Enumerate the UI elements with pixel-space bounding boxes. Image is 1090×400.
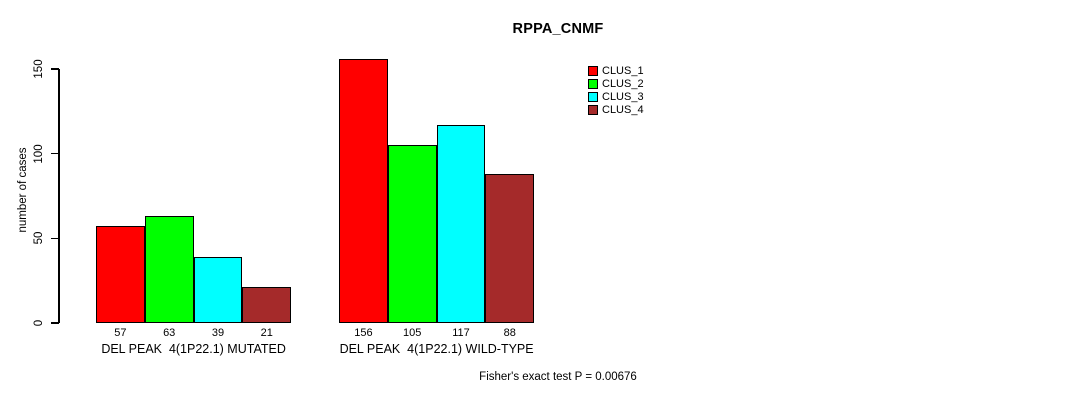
legend-label-clus-2: CLUS_2 [602, 77, 644, 90]
bar-value-label-clus_1-group-2: 156 [354, 327, 373, 339]
y-axis-label: number of cases [17, 147, 29, 233]
bar-clus_1-group-2 [339, 58, 388, 323]
y-tick-150 [51, 68, 59, 70]
y-tick-label-100: 100 [33, 144, 45, 164]
bar-value-label-clus_3-group-2: 117 [452, 327, 470, 339]
legend-item-clus-4: CLUS_4 [588, 103, 644, 116]
category-label-group-2: DEL PEAK 4(1P22.1) WILD-TYPE [339, 342, 534, 356]
legend-swatch-clus-1 [588, 65, 598, 76]
bar-clus_3-group-1 [193, 256, 243, 323]
y-tick-0 [51, 322, 59, 324]
chart-title: RPPA_CNMF [512, 21, 604, 37]
bar-clus_4-group-1 [242, 287, 292, 323]
y-tick-label-150: 150 [33, 59, 45, 79]
legend-item-clus-3: CLUS_3 [588, 90, 644, 103]
y-tick-label-0: 0 [33, 319, 45, 327]
legend-label-clus-3: CLUS_3 [602, 90, 644, 103]
y-tick-50 [51, 237, 59, 240]
bar-value-label-clus_4-group-1: 21 [260, 327, 273, 339]
bar-value-label-clus_1-group-1: 57 [114, 327, 127, 339]
legend: CLUS_1 CLUS_2 CLUS_3 CLUS_4 [588, 64, 644, 116]
y-tick-label-50: 50 [33, 231, 45, 245]
legend-swatch-clus-2 [588, 78, 598, 89]
bar-clus_3-group-2 [436, 124, 486, 323]
bar-clus_1-group-1 [96, 226, 145, 323]
legend-label-clus-1: CLUS_1 [602, 64, 644, 77]
bar-clus_2-group-1 [144, 216, 194, 323]
legend-label-clus-4: CLUS_4 [602, 103, 644, 116]
bar-clus_4-group-2 [485, 173, 535, 323]
legend-item-clus-1: CLUS_1 [588, 64, 644, 77]
bar-value-label-clus_2-group-2: 105 [403, 327, 422, 339]
y-axis-line [58, 69, 60, 323]
bar-value-label-clus_4-group-2: 88 [503, 327, 516, 339]
legend-item-clus-2: CLUS_2 [588, 77, 644, 90]
bar-clus_2-group-2 [387, 145, 437, 323]
bar-value-label-clus_3-group-1: 39 [211, 327, 225, 339]
legend-swatch-clus-4 [588, 104, 598, 115]
category-label-group-1: DEL PEAK 4(1P22.1) MUTATED [101, 342, 286, 356]
bar-value-label-clus_2-group-1: 63 [163, 327, 176, 339]
legend-swatch-clus-3 [588, 91, 598, 102]
fisher-exact-test-annotation: Fisher's exact test P = 0.00676 [479, 371, 637, 383]
y-tick-100 [51, 152, 59, 155]
